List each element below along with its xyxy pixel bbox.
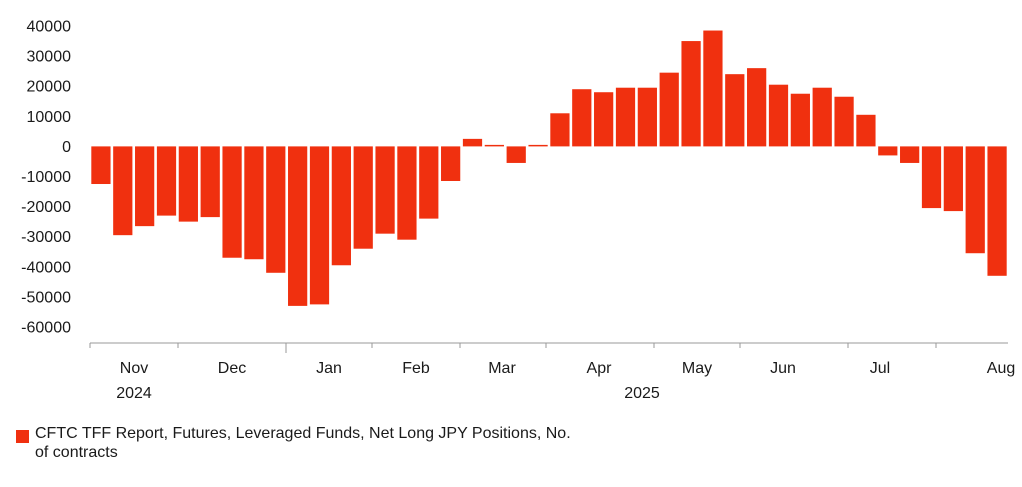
bar [943,146,963,212]
x-month-label: Jun [770,360,796,377]
bar [812,87,832,147]
x-month-label: Apr [587,360,613,377]
bar [725,74,745,147]
bar [615,87,636,147]
bar [91,146,111,185]
x-month-label: Nov [120,360,148,377]
bar [506,146,526,163]
y-tick-label: 40000 [27,19,72,36]
bar [681,41,701,147]
bar [222,146,242,258]
legend-swatch [16,430,29,443]
bar [878,146,898,156]
legend: CFTC TFF Report, Futures, Leveraged Fund… [16,424,575,462]
bar [747,68,767,147]
chart-svg: 40000 30000 20000 10000 0 -10000 -20000 -30000 -… [21,19,1015,402]
x-month-label: Mar [488,360,516,377]
bar [419,146,439,219]
y-tick-label: -50000 [21,289,71,306]
x-month-label: Jul [870,360,890,377]
y-tick-label: -30000 [21,229,71,246]
bar [353,146,373,249]
bar [921,146,942,209]
x-month-label: May [682,360,712,377]
x-month-label: Jan [316,360,342,377]
bar [178,146,198,222]
bar [965,146,985,254]
x-month-label: Feb [402,360,430,377]
bar [637,87,657,147]
bar [528,144,548,147]
y-tick-label: -10000 [21,169,71,186]
bar [856,114,876,147]
x-year-label: 2024 [116,385,152,400]
bar [462,138,483,147]
bar [441,146,461,181]
bar [244,146,264,260]
bar [484,144,504,147]
bar [375,146,395,234]
y-tick-label: -60000 [21,319,71,336]
bar [703,30,723,147]
y-tick-label: 20000 [27,79,72,96]
y-tick-label: -20000 [21,199,71,216]
bar [288,146,308,306]
bar [659,72,679,147]
bar [768,84,789,147]
bar [135,146,155,227]
y-tick-label: 30000 [27,49,72,66]
y-tick-label: 0 [62,139,71,156]
bar [987,146,1007,276]
bar [900,146,920,163]
y-tick-label: 10000 [27,109,72,126]
x-year-label: 2025 [624,385,660,400]
y-tick-label: -40000 [21,259,71,276]
bar [594,92,614,147]
legend-label: CFTC TFF Report, Futures, Leveraged Fund… [35,425,571,461]
bar [113,146,133,236]
bar [834,96,854,147]
bar [790,93,810,147]
bar [200,146,220,218]
bar [309,146,330,305]
x-month-label: Dec [218,360,246,377]
bar [331,146,351,266]
x-month-label: Aug [987,360,1015,377]
bar [572,89,592,147]
bar [156,146,177,216]
bar [550,113,570,147]
bar-chart: 40000 30000 20000 10000 0 -10000 -20000 -30000 -… [21,19,1015,402]
bar [266,146,286,273]
bar [397,146,417,240]
